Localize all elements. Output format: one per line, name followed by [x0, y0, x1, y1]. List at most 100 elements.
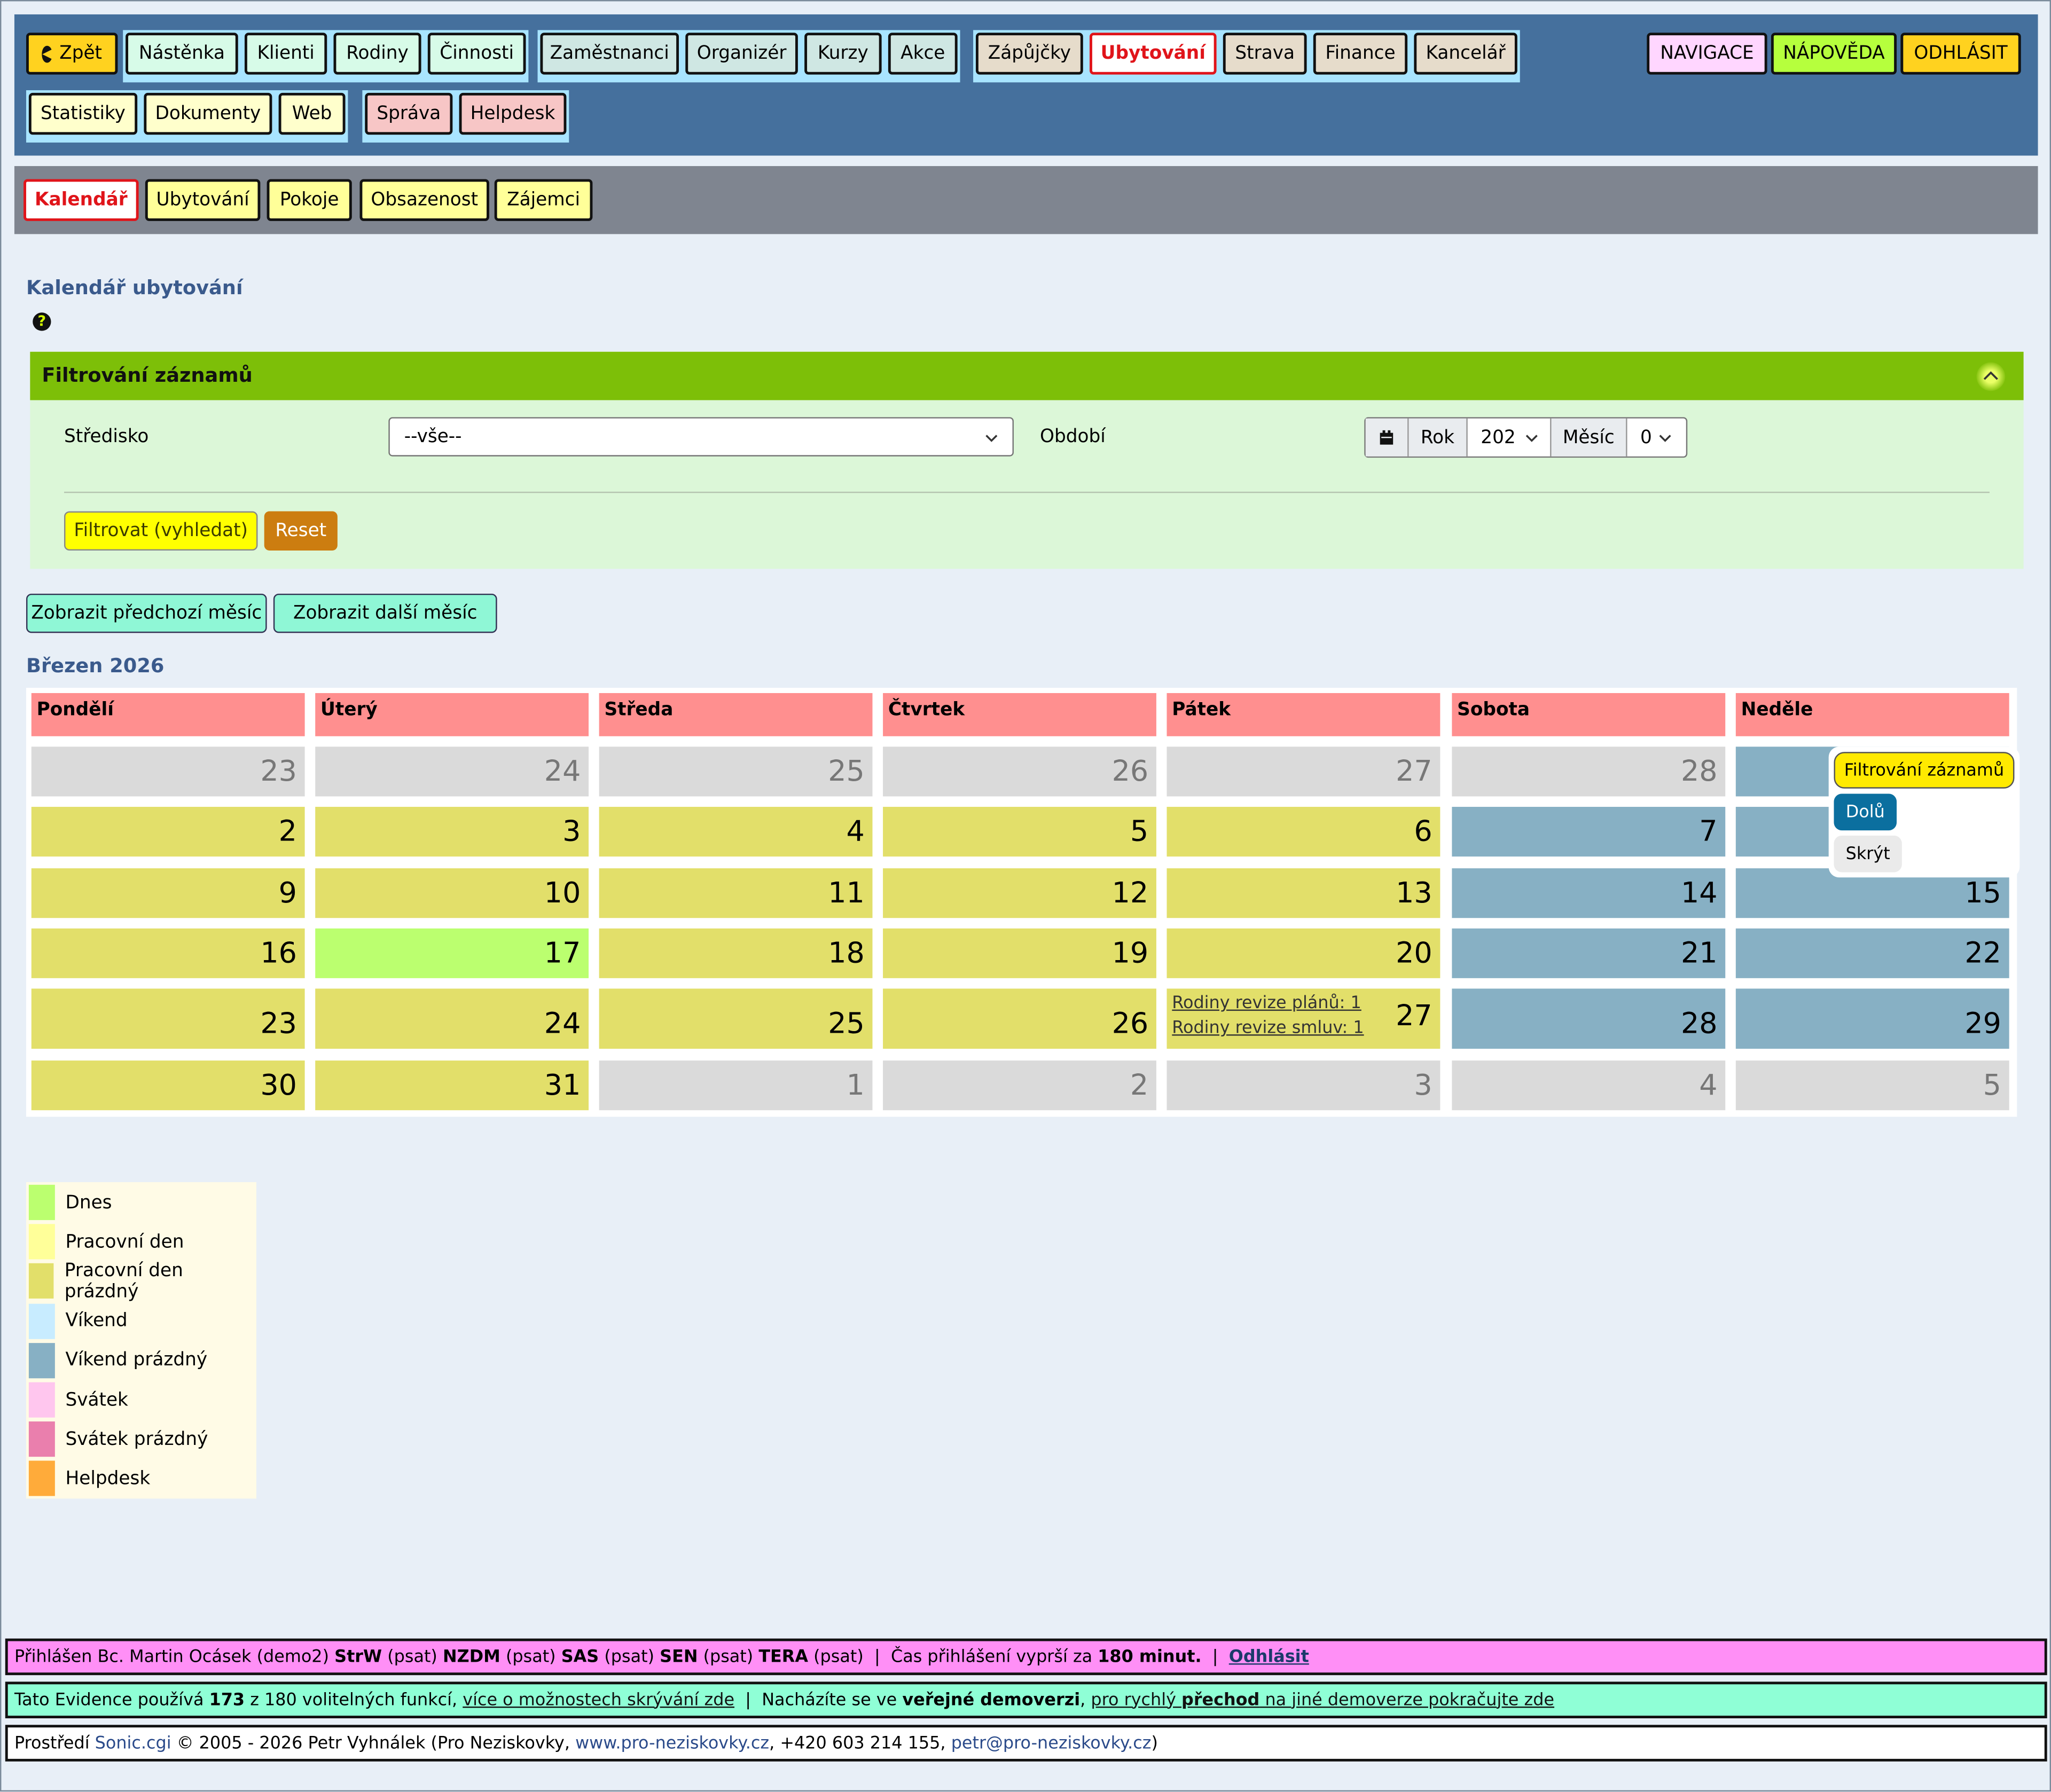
website-link[interactable]: www.pro-neziskovky.cz — [575, 1733, 770, 1753]
calendar-day-cell[interactable]: 27 Rodiny revize plánů: 1 Rodiny revize sm… — [1167, 988, 1441, 1049]
weekday-header: Čtvrtek — [883, 693, 1156, 736]
calendar-day-cell[interactable]: 25 — [599, 988, 873, 1049]
nav-nastenka[interactable]: Nástěnka — [126, 33, 238, 75]
nav-helpdesk[interactable]: Helpdesk — [459, 92, 567, 135]
mesic-select[interactable]: 0 — [1627, 419, 1686, 457]
hide-functions-link[interactable]: více o možnostech skrývání zde — [463, 1690, 735, 1710]
sonic-link[interactable]: Sonic.cgi — [95, 1733, 171, 1753]
calendar-day-cell[interactable]: 14 — [1452, 868, 1726, 918]
nav-klienti[interactable]: Klienti — [244, 33, 327, 75]
calendar-day-cell[interactable]: 10 — [315, 868, 589, 918]
popup-hide-button[interactable]: Skrýt — [1834, 835, 1902, 873]
calendar-day-cell[interactable]: 31 — [315, 1060, 589, 1111]
day-number: 26 — [1111, 756, 1149, 789]
calendar-icon[interactable] — [1365, 418, 1409, 457]
calendar-day-cell[interactable]: 4 — [1452, 1060, 1726, 1111]
nav-group-admin: Správa Helpdesk — [362, 90, 569, 143]
prev-month-button[interactable]: Zobrazit předchozí měsíc — [26, 593, 267, 633]
question-circle-icon[interactable]: ? — [33, 312, 51, 331]
calendar-day-cell[interactable]: 20 — [1167, 928, 1441, 978]
calendar-day-cell[interactable]: 11 — [599, 868, 873, 918]
calendar-day-cell[interactable]: 12 — [883, 868, 1156, 918]
nav-zapujcky[interactable]: Zápůjčky — [975, 33, 1083, 75]
tab-obsazenost[interactable]: Obsazenost — [359, 179, 489, 221]
nav-ubytovani[interactable]: Ubytování — [1090, 33, 1217, 75]
calendar-day-cell[interactable]: 26 — [883, 988, 1156, 1049]
tab-ubytovani[interactable]: Ubytování — [145, 179, 261, 221]
calendar-event-link[interactable]: Rodiny revize smluv: 1 — [1172, 1018, 1364, 1039]
calendar-day-cell[interactable]: 30 — [31, 1060, 305, 1111]
email-link[interactable]: petr@pro-neziskovky.cz — [951, 1733, 1152, 1753]
chevron-up-icon[interactable] — [1976, 362, 2006, 391]
next-month-button[interactable]: Zobrazit další měsíc — [273, 593, 497, 633]
day-number: 16 — [260, 937, 297, 971]
calendar-day-cell[interactable]: 16 — [31, 928, 305, 978]
day-number: 25 — [828, 1008, 865, 1041]
calendar-day-cell[interactable]: 3 — [315, 807, 589, 857]
calendar-day-cell[interactable]: 18 — [599, 928, 873, 978]
day-number: 22 — [1964, 937, 2001, 971]
nav-akce[interactable]: Akce — [888, 33, 958, 75]
tab-zajemci[interactable]: Zájemci — [494, 179, 593, 221]
calendar-day-cell[interactable]: 5 — [883, 807, 1156, 857]
logout-link[interactable]: Odhlásit — [1228, 1647, 1309, 1667]
calendar-day-cell[interactable]: 23 — [31, 746, 305, 797]
calendar-event-link[interactable]: Rodiny revize plánů: 1 — [1172, 994, 1361, 1013]
nav-finance[interactable]: Finance — [1313, 33, 1408, 75]
legend-item: Víkend — [28, 1303, 128, 1339]
day-number: 14 — [1680, 877, 1718, 910]
arrow-left-circle-icon: ◀ — [42, 45, 53, 62]
reset-button[interactable]: Reset — [264, 511, 338, 551]
calendar-day-cell[interactable]: 7 — [1452, 807, 1726, 857]
nav-kancelar[interactable]: Kancelář — [1414, 33, 1517, 75]
nav-sprava[interactable]: Správa — [365, 92, 453, 135]
calendar-day-cell[interactable]: 5 — [1735, 1060, 2009, 1111]
popup-filter-button[interactable]: Filtrování záznamů — [1834, 752, 2015, 789]
nav-kurzy[interactable]: Kurzy — [804, 33, 882, 75]
napoveda-button[interactable]: NÁPOVĚDA — [1771, 33, 1897, 75]
legend-item: Pracovní den prázdný — [28, 1261, 256, 1302]
nav-statistiky[interactable]: Statistiky — [28, 92, 138, 135]
filter-header[interactable]: Filtrování záznamů — [30, 351, 2024, 400]
calendar-day-cell[interactable]: 1 — [599, 1060, 873, 1111]
calendar-day-cell[interactable]: 24 — [315, 746, 589, 797]
calendar-day-cell[interactable]: 17 — [315, 928, 589, 978]
back-button[interactable]: ◀ Zpět — [26, 33, 118, 75]
tab-kalendar[interactable]: Kalendář — [24, 179, 139, 221]
calendar-day-cell[interactable]: 21 — [1452, 928, 1726, 978]
nav-zamestnanci[interactable]: Zaměstnanci — [540, 33, 679, 75]
tab-pokoje[interactable]: Pokoje — [267, 179, 352, 221]
calendar-day-cell[interactable]: 29 — [1735, 988, 2009, 1049]
day-number: 1 — [846, 1070, 865, 1103]
calendar-day-cell[interactable]: 4 — [599, 807, 873, 857]
calendar-day-cell[interactable]: 2 — [31, 807, 305, 857]
day-number: 4 — [846, 816, 865, 849]
calendar-day-cell[interactable]: 25 — [599, 746, 873, 797]
popup-down-button[interactable]: Dolů — [1834, 793, 1897, 831]
odhlasit-button[interactable]: ODHLÁSIT — [1900, 33, 2021, 75]
rok-select[interactable]: 202 — [1468, 418, 1552, 457]
nav-strava[interactable]: Strava — [1223, 33, 1307, 75]
filter-button[interactable]: Filtrovat (vyhledat) — [64, 511, 258, 551]
calendar-day-cell[interactable]: 19 — [883, 928, 1156, 978]
demo-switch-link[interactable]: pro rychlý přechod na jiné demoverze pok… — [1091, 1690, 1555, 1710]
calendar-day-cell[interactable]: 26 — [883, 746, 1156, 797]
calendar-day-cell[interactable]: 13 — [1167, 868, 1441, 918]
nav-dokumenty[interactable]: Dokumenty — [144, 92, 272, 135]
calendar-day-cell[interactable]: 27 — [1167, 746, 1441, 797]
calendar-day-cell[interactable]: 23 — [31, 988, 305, 1049]
nav-cinnosti[interactable]: Činnosti — [427, 33, 526, 75]
calendar-day-cell[interactable]: 24 — [315, 988, 589, 1049]
nav-web[interactable]: Web — [278, 92, 346, 135]
calendar-day-cell[interactable]: 2 — [883, 1060, 1156, 1111]
calendar-day-cell[interactable]: 6 — [1167, 807, 1441, 857]
stredisko-select[interactable]: --vše-- — [388, 417, 1014, 457]
calendar-day-cell[interactable]: 22 — [1735, 928, 2009, 978]
nav-organizer[interactable]: Organizér — [685, 33, 798, 75]
calendar-day-cell[interactable]: 28 — [1452, 746, 1726, 797]
calendar-day-cell[interactable]: 28 — [1452, 988, 1726, 1049]
calendar-day-cell[interactable]: 9 — [31, 868, 305, 918]
nav-rodiny[interactable]: Rodiny — [333, 33, 421, 75]
calendar-day-cell[interactable]: 3 — [1167, 1060, 1441, 1111]
navigace-button[interactable]: NAVIGACE — [1647, 33, 1767, 75]
